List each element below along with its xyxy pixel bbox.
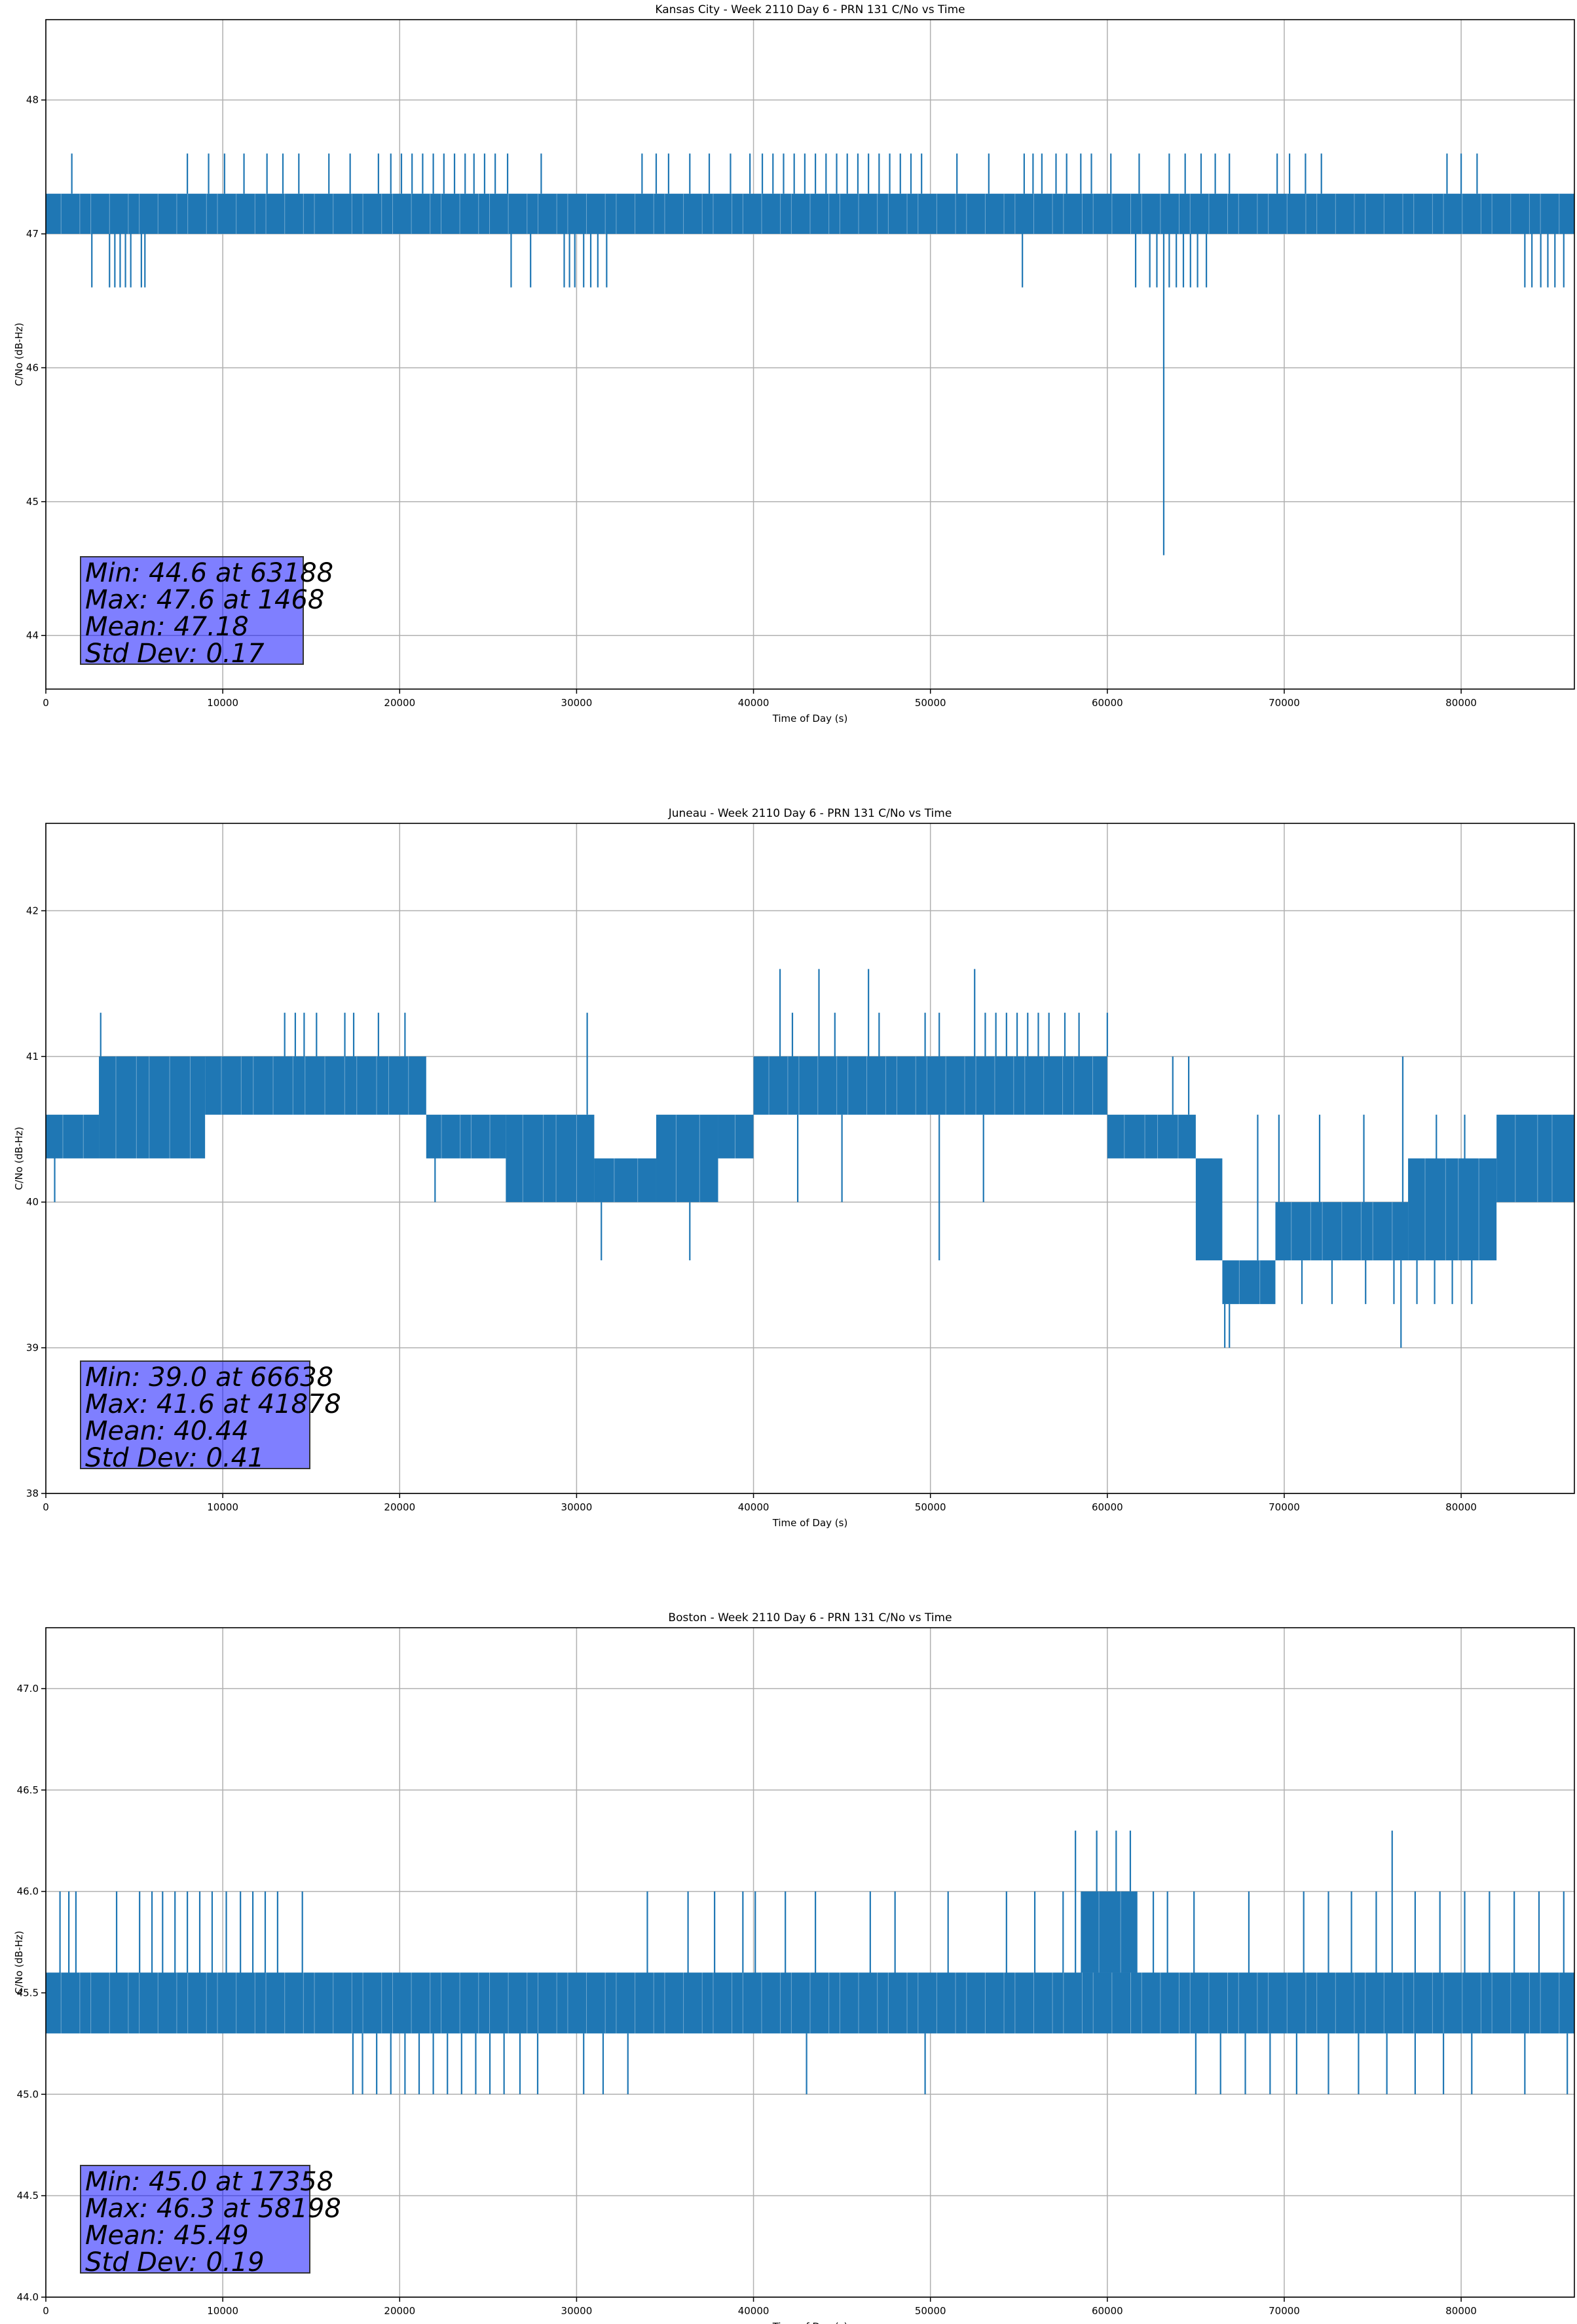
signal-band [594, 1158, 656, 1203]
signal-band [1275, 1202, 1409, 1261]
chart-juneau: 0 10000 20000 30000 40000 50000 60000 70000 8000… [13, 807, 1575, 1529]
y-tick-label: 44 [26, 629, 39, 641]
y-tick-label: 44.0 [17, 2291, 39, 2303]
series-line [46, 969, 1574, 1348]
y-tick-label: 45.5 [17, 1987, 39, 1998]
stat-std-dev: Std Dev: 0.19 [85, 2247, 265, 2277]
x-tick-label: 60000 [1092, 697, 1123, 709]
axes-frame [45, 1627, 1575, 2298]
y-tick-label: 42 [26, 905, 39, 916]
x-tick-label: 80000 [1445, 1501, 1477, 1513]
y-axis-label: C/No (dB-Hz) [13, 1127, 25, 1190]
y-axis-label: C/No (dB-Hz) [13, 1931, 25, 1995]
stat-min: Min: 45.0 at 17358 [85, 2167, 334, 2197]
axes-frame [45, 19, 1575, 690]
x-tick-label: 30000 [561, 1501, 593, 1513]
signal-band [205, 1056, 426, 1115]
x-tick-label: 60000 [1092, 1501, 1123, 1513]
chart-title: Juneau - Week 2110 Day 6 - PRN 131 C/No … [668, 807, 952, 820]
y-tick-label: 46.5 [17, 1784, 39, 1796]
y-tick-label: 48 [26, 94, 39, 106]
x-tick-label: 0 [43, 697, 49, 709]
x-tick-label: 50000 [915, 1501, 946, 1513]
y-tick-label: 40 [26, 1196, 39, 1208]
signal-band [1222, 1260, 1276, 1304]
signal-band [718, 1114, 754, 1159]
stat-std-dev: Std Dev: 0.41 [85, 1443, 265, 1473]
stats-box-juneau: Min: 39.0 at 66638 Max: 41.6 at 41878 Me… [80, 1360, 341, 1473]
stat-min: Min: 44.6 at 63188 [85, 558, 334, 588]
x-tick-label: 70000 [1269, 2305, 1300, 2317]
x-tick-label: 80000 [1445, 697, 1477, 709]
stat-mean: Mean: 47.18 [85, 612, 249, 642]
x-axis-label: Time of Day (s) [772, 2321, 848, 2324]
y-tick-label: 46 [26, 362, 39, 373]
stat-max: Max: 46.3 at 58198 [85, 2194, 341, 2224]
y-axis-label: C/No (dB-Hz) [13, 323, 25, 386]
x-tick-label: 30000 [561, 697, 593, 709]
stats-box-boston: Min: 45.0 at 17358 Max: 46.3 at 58198 Me… [80, 2165, 341, 2277]
stat-max: Max: 41.6 at 41878 [85, 1389, 341, 1419]
series-line [46, 153, 1574, 555]
x-tick-label: 20000 [384, 697, 415, 709]
x-tick-label: 80000 [1445, 2305, 1477, 2317]
x-tick-label: 40000 [738, 697, 770, 709]
stat-mean: Mean: 40.44 [85, 1416, 249, 1446]
x-tick-label: 10000 [207, 1501, 238, 1513]
signal-band [1408, 1158, 1497, 1261]
y-tick-label: 39 [26, 1342, 39, 1354]
y-tick-label: 45.0 [17, 2088, 39, 2100]
signal-band [1195, 1158, 1223, 1261]
axes-frame [45, 823, 1575, 1494]
y-tick-label: 41 [26, 1051, 39, 1062]
signal-band [753, 1056, 1107, 1115]
y-tick-label: 45 [26, 496, 39, 508]
chart-title: Boston - Week 2110 Day 6 - PRN 131 C/No … [668, 1611, 952, 1624]
y-tick-label: 46.0 [17, 1886, 39, 1898]
stat-min: Min: 39.0 at 66638 [85, 1362, 334, 1393]
x-tick-label: 20000 [384, 1501, 415, 1513]
stat-mean: Mean: 45.49 [85, 2221, 249, 2251]
chart-title: Kansas City - Week 2110 Day 6 - PRN 131 … [655, 3, 965, 16]
x-tick-label: 10000 [207, 697, 238, 709]
x-tick-label: 10000 [207, 2305, 238, 2317]
series-line [46, 1830, 1574, 2095]
signal-band [506, 1114, 595, 1203]
stat-std-dev: Std Dev: 0.17 [85, 639, 265, 669]
signal-band [99, 1056, 206, 1159]
chart-boston: 0 10000 20000 30000 40000 50000 60000 70000 8000… [13, 1611, 1575, 2324]
x-tick-label: 50000 [915, 2305, 946, 2317]
x-tick-label: 70000 [1269, 1501, 1300, 1513]
x-axis-label: Time of Day (s) [772, 713, 848, 724]
signal-band [1107, 1114, 1196, 1159]
signal-band [426, 1114, 506, 1159]
signal-band [46, 193, 1574, 234]
signal-band [656, 1114, 718, 1203]
x-tick-label: 30000 [561, 2305, 593, 2317]
y-tick-label: 38 [26, 1488, 39, 1499]
stats-box-kansas-city: Min: 44.6 at 63188 Max: 47.6 at 1468 Mea… [80, 556, 334, 669]
x-tick-label: 20000 [384, 2305, 415, 2317]
x-tick-label: 40000 [738, 2305, 770, 2317]
signal-band [46, 1972, 1574, 2034]
y-tick-label: 47.0 [17, 1683, 39, 1695]
x-tick-label: 0 [43, 2305, 49, 2317]
x-tick-label: 50000 [915, 697, 946, 709]
y-tick-label: 47 [26, 228, 39, 240]
signal-band [1081, 1891, 1138, 1973]
stat-max: Max: 47.6 at 1468 [85, 585, 325, 615]
x-tick-label: 0 [43, 1501, 49, 1513]
y-tick-label: 44.5 [17, 2190, 39, 2202]
signal-band [1496, 1114, 1574, 1203]
chart-kansas-city: 0 10000 20000 30000 40000 50000 60000 70000 8000… [13, 3, 1575, 724]
signal-band [46, 1114, 100, 1159]
x-axis-label: Time of Day (s) [772, 1517, 848, 1529]
x-tick-label: 40000 [738, 1501, 770, 1513]
x-tick-label: 60000 [1092, 2305, 1123, 2317]
x-tick-label: 70000 [1269, 697, 1300, 709]
